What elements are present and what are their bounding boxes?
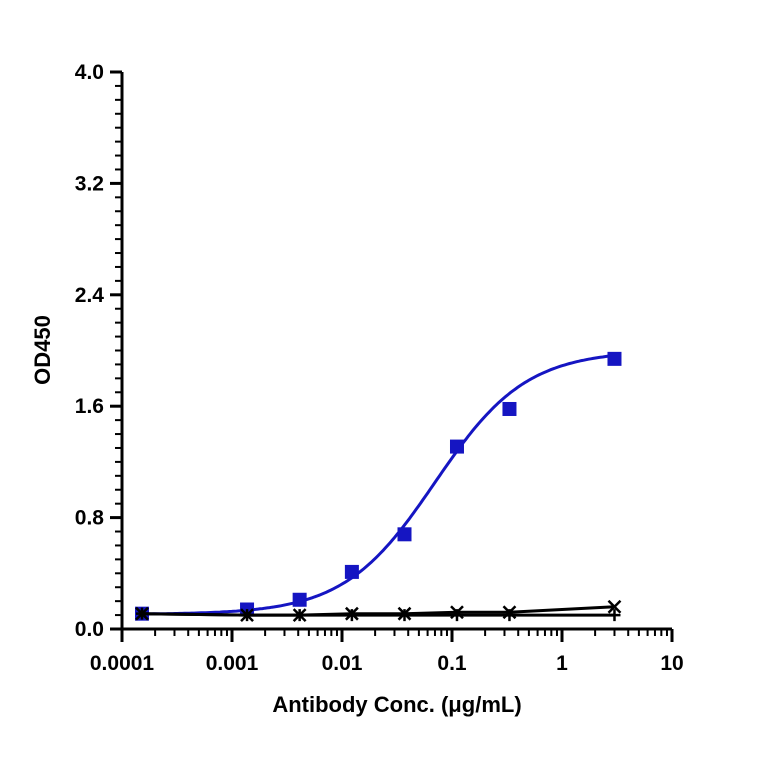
y-tick-label: 1.6 xyxy=(75,395,104,418)
fit-line xyxy=(141,612,615,617)
plot-area: 0.0 0.8 1.6 2.4 3.2 4.0 0.0001 0.001 0.01 0.1 1 10 xyxy=(75,61,684,675)
data-point xyxy=(345,609,358,622)
y-tick-label: 2.4 xyxy=(75,284,105,307)
data-point xyxy=(607,351,622,366)
x-tick-label: 1 xyxy=(556,652,568,675)
series-3 xyxy=(136,607,621,622)
x-ticks: 0.0001 0.001 0.01 0.1 1 10 xyxy=(90,629,684,675)
x-tick-label: 0.1 xyxy=(437,652,467,675)
data-point xyxy=(503,609,516,622)
x-tick-label: 0.0001 xyxy=(90,652,155,675)
series-layer xyxy=(135,351,622,622)
x-tick-label: 0.01 xyxy=(322,652,363,675)
y-ticks: 0.0 0.8 1.6 2.4 3.2 4.0 xyxy=(75,61,122,641)
x-tick-label: 0.001 xyxy=(206,652,259,675)
x-tick-label: 10 xyxy=(660,652,683,675)
series-1 xyxy=(135,351,622,621)
data-point xyxy=(502,401,517,416)
y-tick-label: 4.0 xyxy=(75,61,104,84)
data-point xyxy=(449,439,464,454)
data-point xyxy=(293,609,306,622)
x-axis-title: Antibody Conc. (μg/mL) xyxy=(272,692,521,717)
series-2 xyxy=(135,599,622,622)
fit-line xyxy=(141,354,615,616)
data-point xyxy=(607,599,622,614)
data-point xyxy=(136,607,149,620)
data-point xyxy=(397,527,412,542)
data-point xyxy=(241,609,254,622)
y-tick-label: 0.0 xyxy=(75,618,104,641)
y-tick-label: 3.2 xyxy=(75,172,104,195)
data-point xyxy=(450,609,463,622)
data-point xyxy=(398,609,411,622)
data-point xyxy=(292,592,307,607)
data-point xyxy=(344,564,359,579)
y-tick-label: 0.8 xyxy=(75,507,105,530)
y-axis-title: OD450 xyxy=(30,315,55,385)
data-point xyxy=(608,609,621,622)
